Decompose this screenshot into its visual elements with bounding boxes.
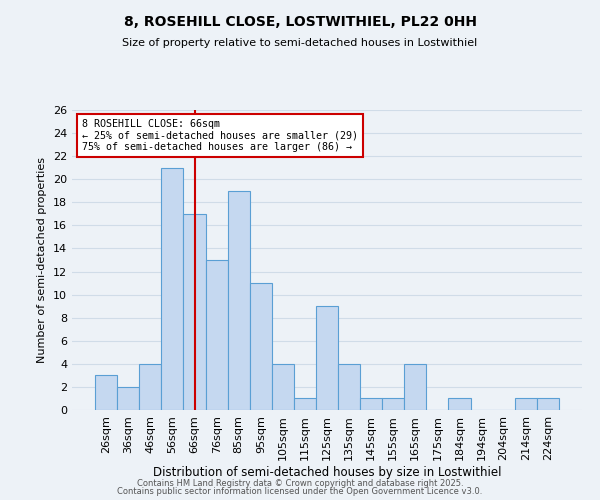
Bar [360, 398, 382, 410]
Bar [117, 387, 139, 410]
Bar [404, 364, 427, 410]
Bar [250, 283, 272, 410]
Bar [161, 168, 184, 410]
Bar [139, 364, 161, 410]
Text: Contains HM Land Registry data © Crown copyright and database right 2025.: Contains HM Land Registry data © Crown c… [137, 478, 463, 488]
Bar [294, 398, 316, 410]
Text: Contains public sector information licensed under the Open Government Licence v3: Contains public sector information licen… [118, 488, 482, 496]
Text: Size of property relative to semi-detached houses in Lostwithiel: Size of property relative to semi-detach… [122, 38, 478, 48]
Bar [448, 398, 470, 410]
Bar [338, 364, 360, 410]
Bar [206, 260, 227, 410]
Bar [537, 398, 559, 410]
Bar [227, 191, 250, 410]
Bar [316, 306, 338, 410]
Bar [382, 398, 404, 410]
Text: 8, ROSEHILL CLOSE, LOSTWITHIEL, PL22 0HH: 8, ROSEHILL CLOSE, LOSTWITHIEL, PL22 0HH [124, 15, 476, 29]
Bar [184, 214, 206, 410]
X-axis label: Distribution of semi-detached houses by size in Lostwithiel: Distribution of semi-detached houses by … [153, 466, 501, 478]
Y-axis label: Number of semi-detached properties: Number of semi-detached properties [37, 157, 47, 363]
Bar [515, 398, 537, 410]
Bar [272, 364, 294, 410]
Text: 8 ROSEHILL CLOSE: 66sqm
← 25% of semi-detached houses are smaller (29)
75% of se: 8 ROSEHILL CLOSE: 66sqm ← 25% of semi-de… [82, 119, 358, 152]
Bar [95, 376, 117, 410]
